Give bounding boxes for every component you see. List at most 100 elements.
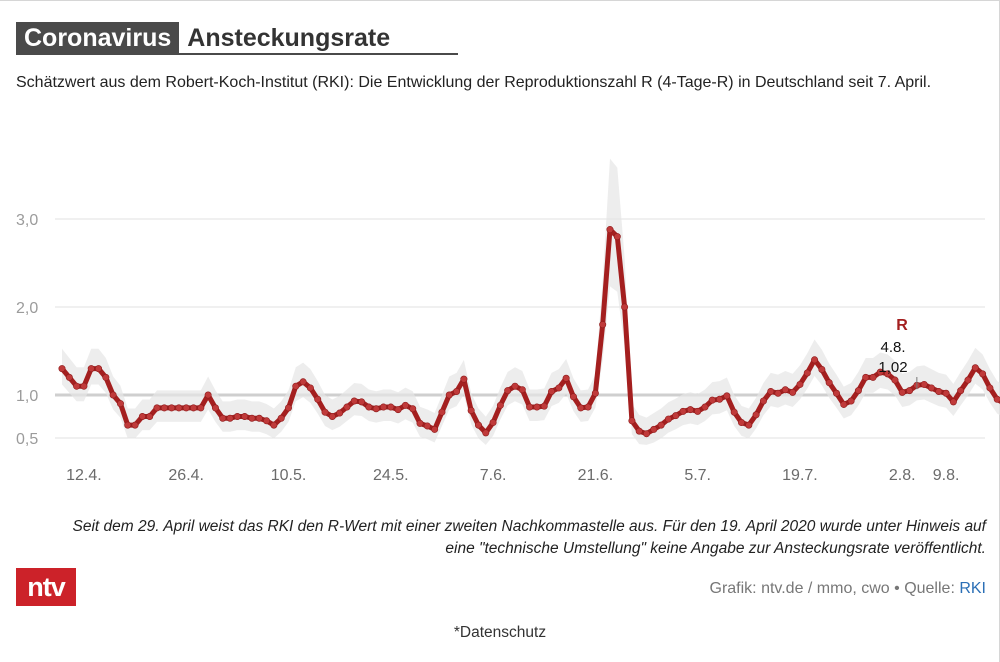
source-link-rki[interactable]: RKI xyxy=(959,580,986,597)
data-point xyxy=(401,401,409,409)
y-tick-label: 2,0 xyxy=(16,300,38,317)
data-point xyxy=(416,419,424,427)
annotation-series-label: R xyxy=(896,317,908,334)
data-point xyxy=(643,430,651,438)
data-point xyxy=(146,412,154,420)
ntv-logo[interactable]: ntv xyxy=(16,568,76,606)
data-point xyxy=(248,414,256,422)
data-point xyxy=(533,403,541,411)
data-point xyxy=(496,401,504,409)
data-point xyxy=(489,419,497,427)
data-point xyxy=(803,369,811,377)
x-tick-label: 2.8. xyxy=(889,467,916,484)
data-point xyxy=(358,398,366,406)
data-point xyxy=(613,233,621,241)
x-axis-ticks: 12.4. 26.4. 10.5. 24.5. 7.6. 21.6. 5.7. 19.7. 2.… xyxy=(66,467,959,484)
y-tick-label: 0,5 xyxy=(16,431,38,448)
data-point xyxy=(306,384,314,392)
title-subject: Ansteckungsrate xyxy=(187,24,391,52)
data-point xyxy=(869,373,877,381)
data-point xyxy=(971,364,979,372)
data-point xyxy=(197,404,205,412)
data-point xyxy=(350,397,358,405)
data-point xyxy=(314,395,322,403)
data-point xyxy=(774,389,782,397)
data-point xyxy=(701,403,709,411)
data-point xyxy=(694,407,702,415)
data-point xyxy=(986,384,994,392)
data-point xyxy=(935,387,943,395)
r-points-layer xyxy=(58,226,1000,438)
data-point xyxy=(906,387,914,395)
data-point xyxy=(58,365,66,373)
data-point xyxy=(708,396,716,404)
data-point xyxy=(664,415,672,423)
data-point xyxy=(372,405,380,413)
data-point xyxy=(124,421,132,429)
data-point xyxy=(562,374,570,382)
data-point xyxy=(606,226,614,234)
confidence-band xyxy=(62,158,1000,445)
data-point xyxy=(409,405,417,413)
data-point xyxy=(365,403,373,411)
data-point xyxy=(474,421,482,429)
data-point xyxy=(818,365,826,373)
data-point xyxy=(584,403,592,411)
x-tick-label: 9.8. xyxy=(933,467,960,484)
frame-top-border xyxy=(0,0,1000,1)
data-point xyxy=(862,373,870,381)
data-point xyxy=(854,387,862,395)
data-point xyxy=(321,408,329,416)
data-point xyxy=(387,403,395,411)
annotation-value: 1,02 xyxy=(878,359,907,376)
x-tick-label: 21.6. xyxy=(578,467,614,484)
data-point xyxy=(591,389,599,397)
data-point xyxy=(745,421,753,429)
x-tick-label: 10.5. xyxy=(271,467,307,484)
data-point xyxy=(876,368,884,376)
data-point xyxy=(431,425,439,433)
credit-line: Grafik: ntv.de / mmo, cwo • Quelle: RKI xyxy=(710,580,987,598)
data-point xyxy=(116,400,124,408)
x-tick-label: 7.6. xyxy=(480,467,507,484)
data-point xyxy=(927,384,935,392)
data-point xyxy=(672,412,680,420)
data-point xyxy=(182,404,190,412)
data-point xyxy=(825,379,833,387)
data-point xyxy=(548,387,556,395)
data-point xyxy=(482,429,490,437)
data-point xyxy=(219,414,227,422)
data-point xyxy=(555,384,563,392)
data-point xyxy=(87,365,95,373)
data-point xyxy=(635,427,643,435)
data-point xyxy=(686,406,694,414)
data-point xyxy=(270,421,278,429)
data-point xyxy=(95,365,103,373)
data-point xyxy=(884,370,892,378)
privacy-link[interactable]: *Datenschutz xyxy=(453,624,547,641)
data-point xyxy=(292,382,300,390)
r-value-chart[interactable]: 0,5 1,0 2,0 3,0 12.4. 26.4. 10.5. 24.5. 7.6. 21.… xyxy=(0,140,1000,510)
credit-text: Grafik: ntv.de / mmo, cwo • Quelle: xyxy=(709,580,960,597)
data-point xyxy=(577,404,585,412)
latest-value-annotation: R 4.8. 1,02 xyxy=(878,317,918,390)
confidence-band-layer xyxy=(62,158,1000,445)
data-point xyxy=(160,404,168,412)
data-point xyxy=(284,404,292,412)
y-axis-ticks: 0,5 1,0 2,0 3,0 xyxy=(16,212,38,448)
data-point xyxy=(453,387,461,395)
chart-subtitle: Schätzwert aus dem Robert-Koch-Institut … xyxy=(16,74,932,91)
data-point xyxy=(175,404,183,412)
data-point xyxy=(211,404,219,412)
x-tick-label: 12.4. xyxy=(66,467,102,484)
data-point xyxy=(518,386,526,394)
data-point xyxy=(993,395,1000,403)
data-point xyxy=(540,402,548,410)
data-point xyxy=(343,403,351,411)
data-point xyxy=(299,378,307,386)
data-point xyxy=(811,356,819,364)
x-tick-label: 19.7. xyxy=(782,467,818,484)
y-tick-label: 1,0 xyxy=(16,388,38,405)
data-point xyxy=(328,412,336,420)
data-point xyxy=(737,419,745,427)
